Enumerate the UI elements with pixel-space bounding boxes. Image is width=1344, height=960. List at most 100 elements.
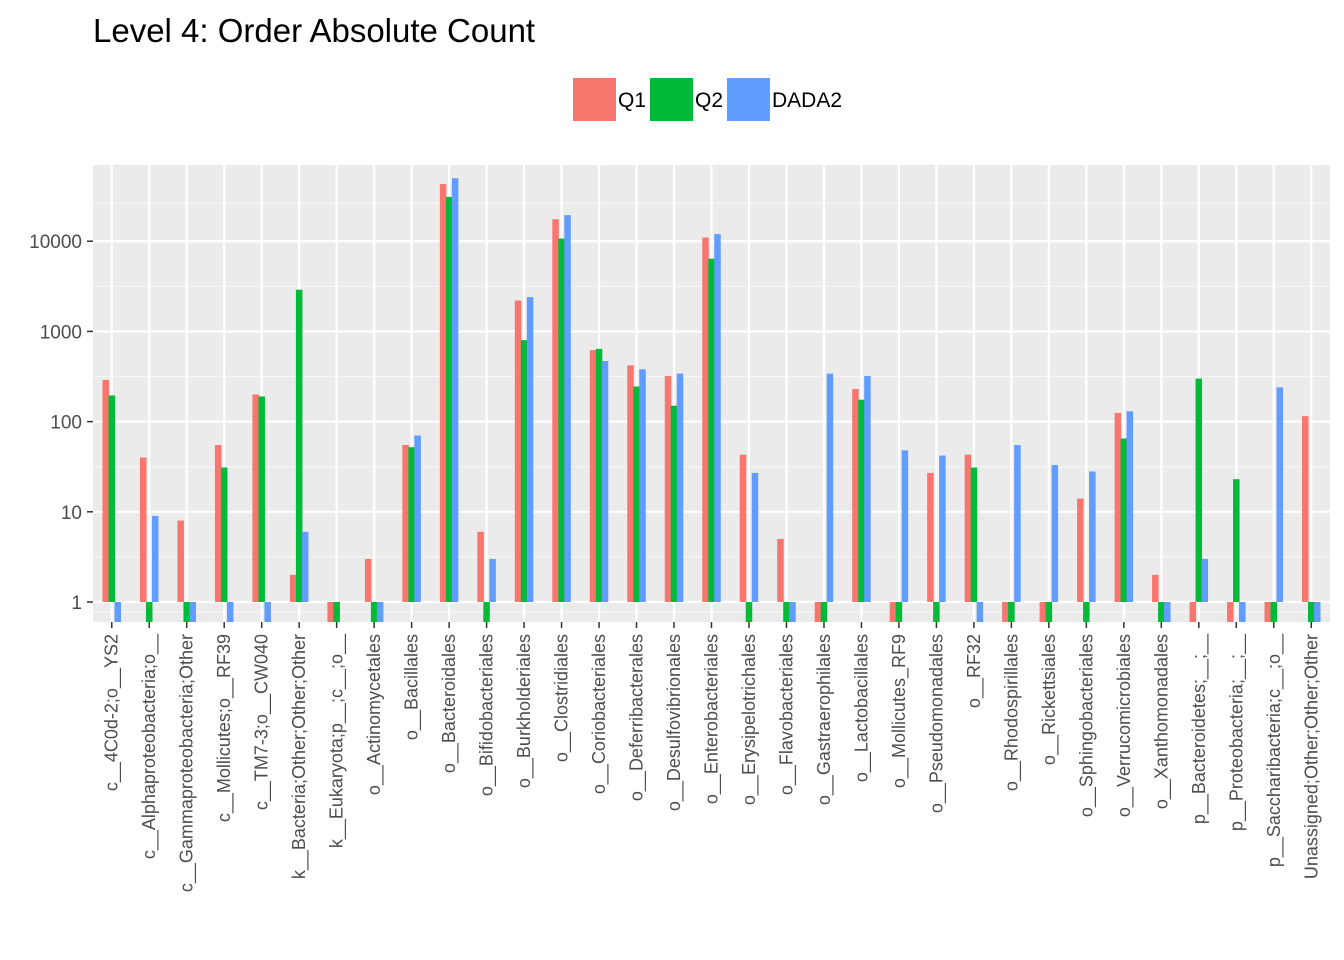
x-tick-label-o-mollicutes-rf9: o__Mollicutes_RF9 xyxy=(889,634,910,788)
x-tick-label-c-mollicutes-o-rf39: c__Mollicutes;o__RF39 xyxy=(214,634,235,822)
bar-q2-o-deferribacterales xyxy=(633,386,640,602)
bar-q1-c-tm7-3-o-cw040 xyxy=(252,394,259,602)
bar-dada2-c-tm7-3-o-cw040 xyxy=(264,601,271,622)
x-tick-label-o-burkholderiales: o__Burkholderiales xyxy=(514,634,535,788)
bar-q1-o-desulfovibrionales xyxy=(664,376,672,602)
bar-q2-unassigned-other-other-other xyxy=(1308,601,1315,622)
bar-q2-o-rhodospirillales xyxy=(1008,601,1015,622)
x-tick-label-o-sphingobacteriales: o__Sphingobacteriales xyxy=(1076,634,1097,817)
x-tick-label-o-bifidobacteriales: o__Bifidobacteriales xyxy=(477,634,498,796)
bar-dada2-unassigned-other-other-other xyxy=(1314,601,1321,622)
bar-dada2-o-coriobacteriales xyxy=(601,360,609,602)
bar-q1-o-lactobacillales xyxy=(852,388,859,602)
bar-dada2-c-mollicutes-o-rf39 xyxy=(226,601,234,622)
bar-q1-o-rhodospirillales xyxy=(1002,601,1009,622)
bar-q1-o-pseudomonadales xyxy=(927,472,934,602)
x-tick-label-c-gammaproteobacteria-other: c__Gammaproteobacteria;Other xyxy=(177,634,198,892)
bar-q1-o-mollicutes-rf9 xyxy=(889,601,897,622)
bar-dada2-o-bacillales xyxy=(414,435,421,602)
y-tick-label-2: 100 xyxy=(50,413,82,434)
bar-q2-o-gastraerophilales xyxy=(820,601,828,622)
x-tick-label-o-rf32: o__RF32 xyxy=(964,634,985,708)
bar-q1-o-bacteroidales xyxy=(439,184,447,602)
bar-dada2-o-pseudomonadales xyxy=(939,455,946,602)
legend-label-dada2: DADA2 xyxy=(772,89,842,112)
x-tick-label-k-bacteria-other-other-other: k__Bacteria;Other;Other;Other xyxy=(289,634,310,879)
bar-q2-o-rickettsiales xyxy=(1045,601,1053,622)
bar-q1-p-saccharibacteria-c-o xyxy=(1264,601,1272,622)
bar-q1-o-burkholderiales xyxy=(514,300,522,602)
bar-dada2-o-flavobacteriales xyxy=(789,601,796,622)
bar-q2-o-bifidobacteriales xyxy=(483,601,490,622)
bar-q2-o-verrucomicrobiales xyxy=(1120,438,1128,602)
bar-dada2-c-alphaproteobacteria-o xyxy=(151,515,159,602)
x-tick-label-o-coriobacteriales: o__Coriobacteriales xyxy=(589,634,610,794)
bar-q2-o-xanthomonadales xyxy=(1158,601,1165,622)
bar-q2-c-tm7-3-o-cw040 xyxy=(258,396,265,602)
legend-key-dada2 xyxy=(727,78,770,121)
x-tick-label-o-verrucomicrobiales: o__Verrucomicrobiales xyxy=(1114,634,1135,817)
x-tick-label-c-tm7-3-o-cw040: c__TM7-3;o__CW040 xyxy=(252,634,273,810)
bar-q1-o-xanthomonadales xyxy=(1152,574,1159,602)
bar-q1-c-mollicutes-o-rf39 xyxy=(214,445,222,602)
legend: Q1 Q2 DADA2 xyxy=(573,78,842,121)
x-tick-label-p-bacteroidetes: p__Bacteroidetes;__;__ xyxy=(1189,633,1210,824)
legend-label-q1: Q1 xyxy=(618,89,646,112)
bar-dada2-o-deferribacterales xyxy=(639,369,646,602)
y-tick-label-3: 1000 xyxy=(40,322,82,343)
bar-dada2-k-bacteria-other-other-other xyxy=(301,531,309,602)
bar-q1-o-rf32 xyxy=(964,454,972,602)
bar-q2-p-bacteroidetes xyxy=(1195,378,1203,602)
x-tick-label-o-actinomycetales: o__Actinomycetales xyxy=(364,634,385,795)
bar-q2-o-clostridiales xyxy=(558,238,565,602)
bar-dada2-o-bacteroidales xyxy=(451,178,459,602)
bar-q2-o-burkholderiales xyxy=(520,340,528,602)
bar-q2-o-desulfovibrionales xyxy=(670,405,678,602)
bar-q1-p-proteobacteria xyxy=(1227,601,1234,622)
bar-dada2-o-desulfovibrionales xyxy=(676,373,684,602)
x-tick-label-c-4c0d-2-o-ys2: c__4C0d-2;o__YS2 xyxy=(102,634,123,791)
y-tick-label-4: 10000 xyxy=(29,232,82,253)
x-tick-label-k-eukaryota-p-c-o: k__Eukaryota;p__;c__;o__ xyxy=(327,633,348,848)
bar-q1-o-rickettsiales xyxy=(1039,601,1047,622)
x-tick-label-o-pseudomonadales: o__Pseudomonadales xyxy=(926,634,947,813)
bar-q2-o-lactobacillales xyxy=(858,399,865,602)
bar-dada2-o-mollicutes-rf9 xyxy=(901,450,909,602)
bar-q1-o-actinomycetales xyxy=(364,558,372,602)
bar-dada2-o-sphingobacteriales xyxy=(1089,471,1096,602)
bar-q1-o-bifidobacteriales xyxy=(477,531,484,602)
bar-dada2-o-verrucomicrobiales xyxy=(1126,411,1134,602)
bar-q1-c-alphaproteobacteria-o xyxy=(139,457,147,602)
chart-title: Level 4: Order Absolute Count xyxy=(93,12,535,49)
bar-dada2-p-proteobacteria xyxy=(1239,601,1246,622)
bar-q2-c-4c0d-2-o-ys2 xyxy=(108,395,115,602)
bar-q1-o-verrucomicrobiales xyxy=(1114,412,1122,602)
x-tick-label-o-deferribacterales: o__Deferribacterales xyxy=(627,634,648,801)
y-tick-label-0: 1 xyxy=(71,593,82,614)
bar-dada2-o-gastraerophilales xyxy=(826,373,834,602)
bar-q2-o-sphingobacteriales xyxy=(1083,601,1090,622)
x-tick-label-o-clostridiales: o__Clostridiales xyxy=(552,634,573,762)
bars xyxy=(102,178,1321,622)
bar-dada2-o-rf32 xyxy=(976,601,984,622)
bar-q2-o-erysipelotrichales xyxy=(745,601,753,622)
bar-dada2-o-actinomycetales xyxy=(376,601,384,622)
legend-label-q2: Q2 xyxy=(695,89,723,112)
y-tick-label-1: 10 xyxy=(61,503,82,524)
bar-dada2-o-bifidobacteriales xyxy=(489,558,496,602)
bar-q2-c-mollicutes-o-rf39 xyxy=(220,467,228,602)
bar-q1-o-bacillales xyxy=(402,445,409,602)
bar-q1-o-erysipelotrichales xyxy=(739,454,747,602)
bar-q2-o-rf32 xyxy=(970,467,978,602)
bar-dada2-p-saccharibacteria-c-o xyxy=(1276,387,1284,602)
bar-dada2-o-rhodospirillales xyxy=(1014,445,1021,602)
bar-q1-c-gammaproteobacteria-other xyxy=(177,520,184,602)
bar-q1-p-bacteroidetes xyxy=(1189,601,1197,622)
bar-q2-k-eukaryota-p-c-o xyxy=(333,601,340,622)
legend-key-q1 xyxy=(573,78,616,121)
bar-q1-k-bacteria-other-other-other xyxy=(289,574,297,602)
x-tick-label-o-flavobacteriales: o__Flavobacteriales xyxy=(776,634,797,795)
bar-dada2-p-bacteroidetes xyxy=(1201,558,1209,602)
bar-q1-o-sphingobacteriales xyxy=(1077,498,1084,602)
